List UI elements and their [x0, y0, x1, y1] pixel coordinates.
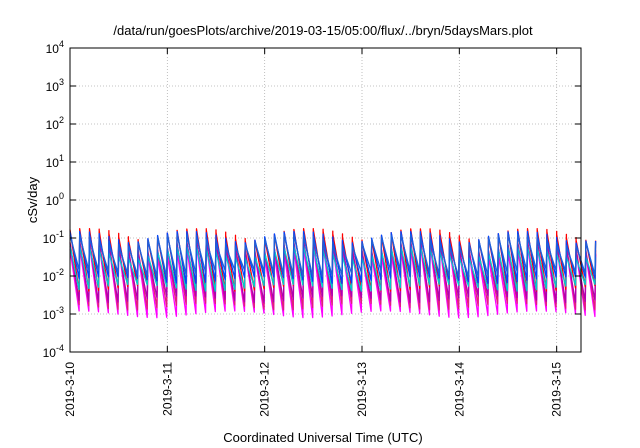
y-axis-label: cSv/day: [25, 176, 40, 223]
y-tick-label: 100: [46, 191, 64, 208]
x-axis-ticks: 2019-3-10 2019-3-11 2019-3-12 2019-3-13 2019…: [63, 48, 564, 417]
x-axis-label: Coordinated Universal Time (UTC): [223, 430, 422, 445]
x-tick-label: 2019-3-12: [258, 362, 272, 417]
series-line: [69, 230, 597, 285]
y-axis-ticks: 10-4 10-3 10-2 10-1 100 101 102 103 104: [43, 39, 581, 360]
series-line: [69, 234, 597, 278]
x-tick-label: 2019-3-10: [63, 362, 77, 417]
y-tick-label: 10-2: [43, 267, 64, 284]
x-tick-label: 2019-3-13: [355, 362, 369, 417]
series-group: [69, 228, 597, 319]
y-tick-label: 10-1: [43, 229, 64, 246]
x-tick-label: 2019-3-14: [452, 362, 466, 417]
y-tick-label: 102: [46, 115, 64, 132]
x-tick-label: 2019-3-11: [160, 362, 174, 416]
y-tick-label: 103: [46, 77, 64, 94]
x-tick-label: 2019-3-15: [550, 362, 564, 417]
grid-lines: [70, 48, 581, 352]
y-tick-label: 101: [46, 153, 64, 170]
y-tick-label: 10-3: [43, 305, 64, 322]
y-tick-label: 104: [46, 39, 64, 56]
chart-title: /data/run/goesPlots/archive/2019-03-15/0…: [113, 23, 533, 38]
y-tick-label: 10-4: [43, 343, 64, 360]
